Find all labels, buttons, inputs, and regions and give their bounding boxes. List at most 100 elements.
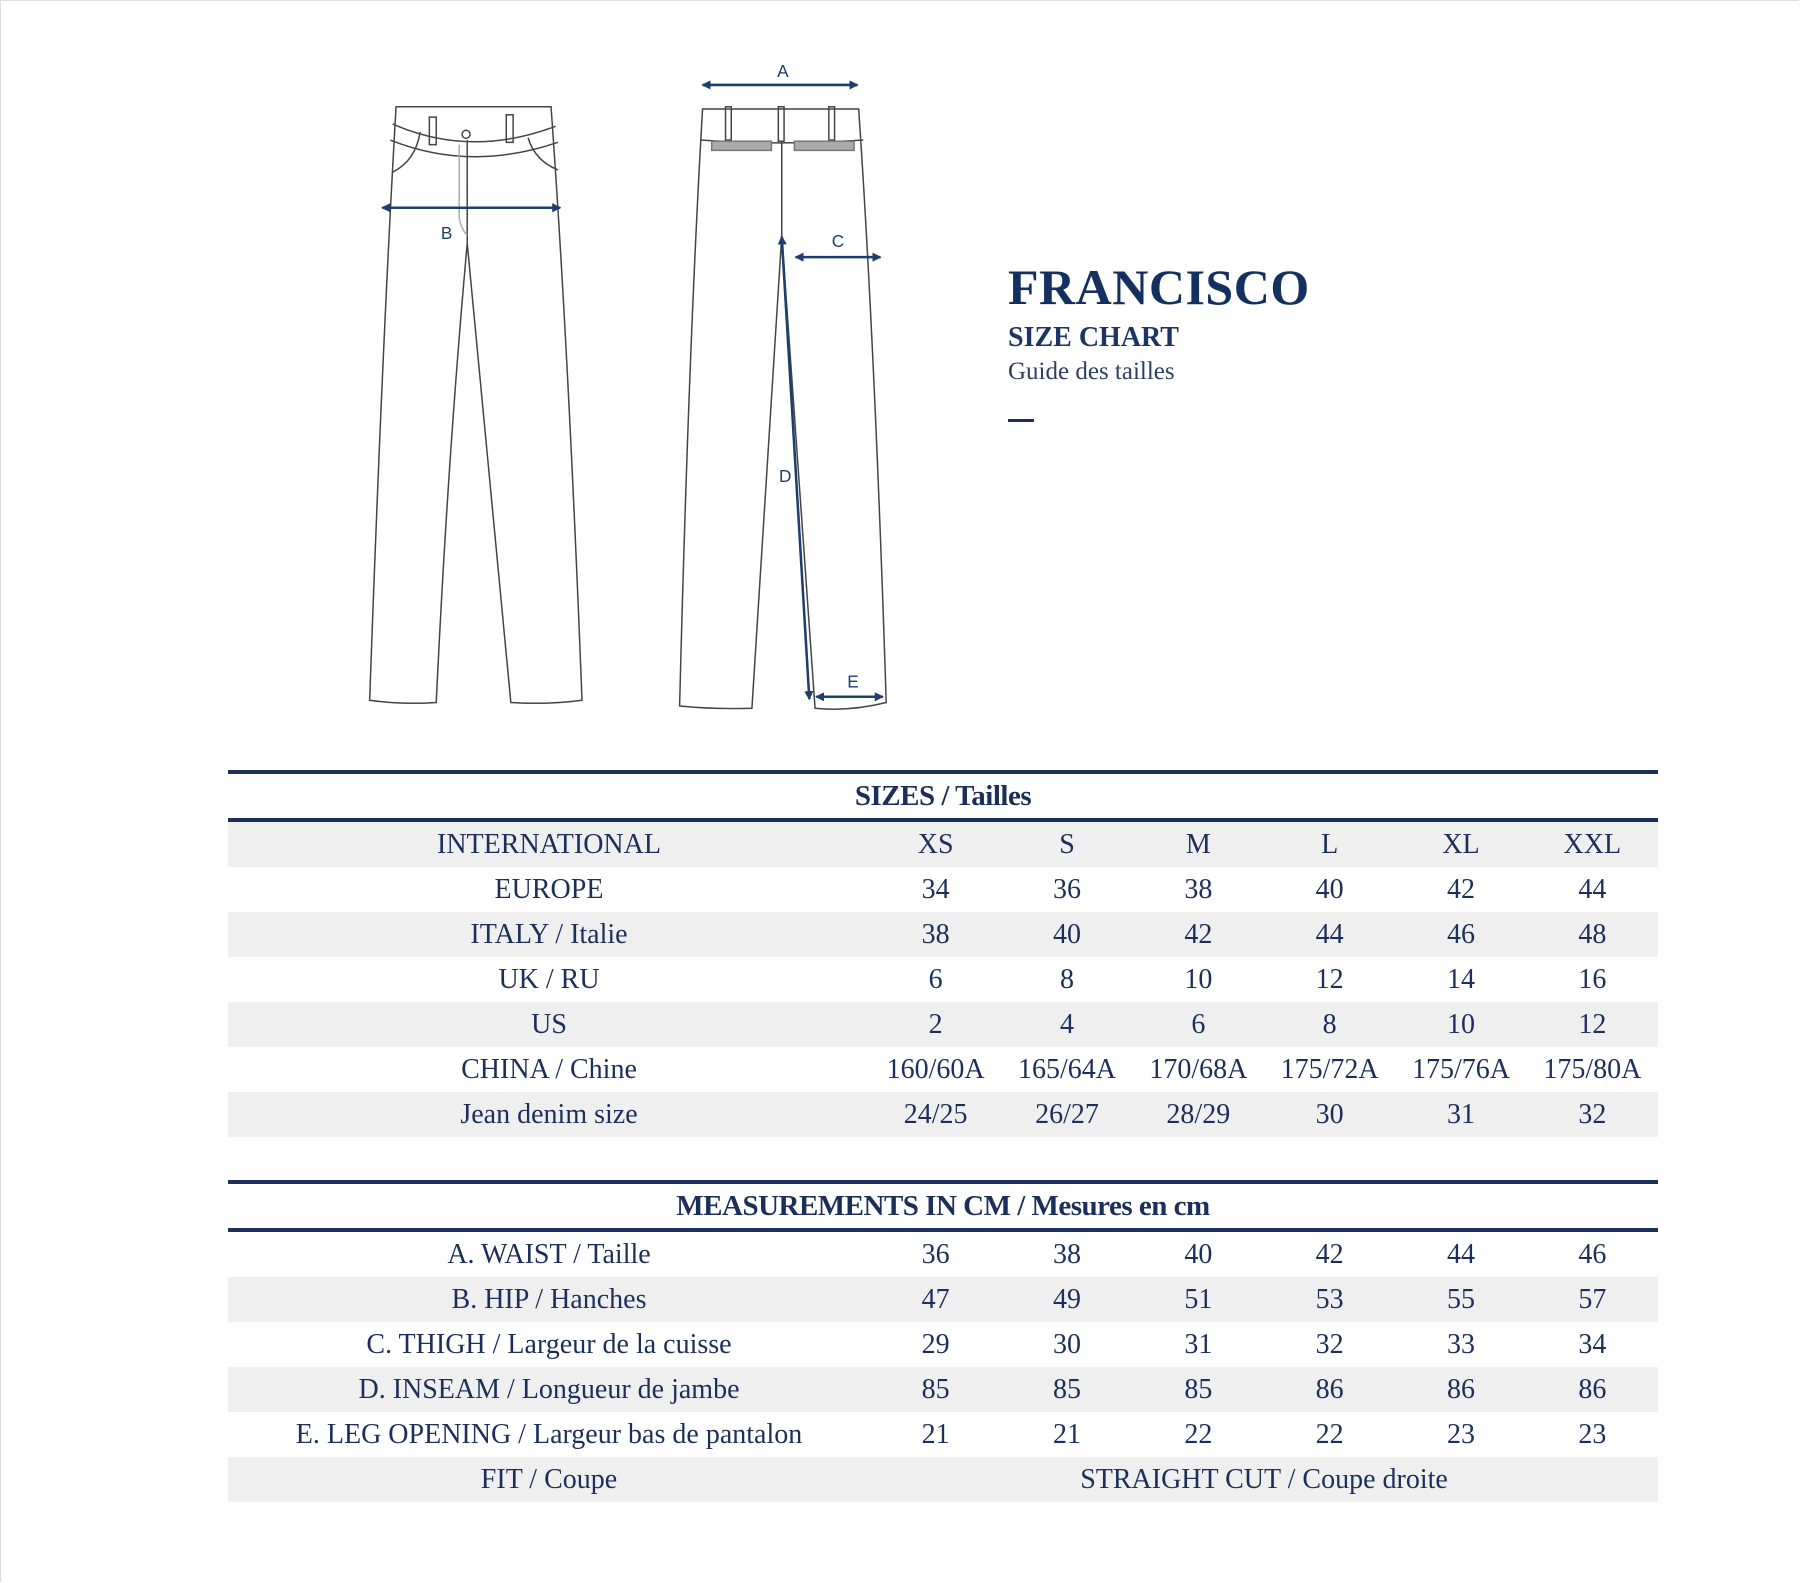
table-cell: 38 (870, 912, 1002, 957)
label-c: C (832, 231, 844, 251)
table-cell: 36 (921, 1238, 950, 1270)
table-cell: 86 (1263, 1367, 1396, 1412)
table-cell: L (1263, 820, 1396, 867)
table-cell: 31 (1184, 1328, 1213, 1360)
table-cell: 34 (1578, 1328, 1607, 1360)
table-cell: 34 (921, 873, 950, 905)
table-cell: 85 (870, 1367, 1002, 1412)
table-cell: 165/64A (1017, 1053, 1116, 1085)
table-cell: 12 (1526, 1002, 1658, 1047)
table-row: E. LEG OPENING / Largeur bas de pantalon… (228, 1412, 1658, 1457)
table-cell: 6 (1132, 1002, 1264, 1047)
divider (1008, 419, 1034, 422)
back-pants-drawing (678, 106, 887, 710)
table-cell: 57 (1526, 1277, 1658, 1322)
table-row: INTERNATIONAL XS S M L XL XXL (228, 820, 1658, 867)
table-cell: XXL (1526, 820, 1658, 867)
table-row: B. HIP / Hanches 47 49 51 53 55 57 (228, 1277, 1658, 1322)
table-cell: 22 (1315, 1418, 1344, 1450)
table-cell: 23 (1578, 1418, 1607, 1450)
table-cell: 12 (1315, 963, 1344, 995)
table-cell: 47 (870, 1277, 1002, 1322)
table-cell: 4 (1001, 1002, 1133, 1047)
row-label: EUROPE (494, 873, 604, 905)
table-cell: 8 (1059, 963, 1074, 995)
table-cell: 86 (1526, 1367, 1658, 1412)
table-cell: 46 (1395, 912, 1527, 957)
table-cell: 42 (1132, 912, 1264, 957)
table-cell: 10 (1184, 963, 1213, 995)
label-e: E (847, 672, 858, 692)
table-cell: 30 (1263, 1092, 1396, 1137)
table-cell: 42 (1315, 1238, 1344, 1270)
table-cell: M (1132, 820, 1264, 867)
table-cell: 175/72A (1280, 1053, 1379, 1085)
table-cell: 10 (1395, 1002, 1527, 1047)
table-cell: 85 (1001, 1367, 1133, 1412)
table-cell: 32 (1315, 1328, 1344, 1360)
row-label: UK / RU (498, 963, 600, 995)
table-cell: 40 (1315, 873, 1344, 905)
label-d: D (779, 466, 791, 486)
table-row: CHINA / Chine 160/60A 165/64A 170/68A 175/72… (228, 1047, 1658, 1092)
table-cell: 28/29 (1132, 1092, 1264, 1137)
table-cell: 175/76A (1411, 1053, 1510, 1085)
row-label: INTERNATIONAL (228, 820, 870, 867)
sizes-heading: SIZES / Tailles (228, 770, 1658, 822)
row-label: ITALY / Italie (228, 912, 870, 957)
row-label: CHINA / Chine (461, 1053, 637, 1085)
table-cell: 26/27 (1001, 1092, 1133, 1137)
table-cell: 44 (1446, 1238, 1475, 1270)
table-row: Jean denim size 24/25 26/27 28/29 30 31 32 (228, 1092, 1658, 1137)
size-guide-subheading: Guide des tailles (1008, 358, 1175, 385)
table-cell: 38 (1052, 1238, 1081, 1270)
table-cell: 53 (1263, 1277, 1396, 1322)
table-cell: 49 (1001, 1277, 1133, 1322)
table-cell: 44 (1263, 912, 1396, 957)
table-cell: 42 (1446, 873, 1475, 905)
product-title: FRANCISCO (1008, 259, 1310, 315)
table-cell: 40 (1001, 912, 1133, 957)
row-label: US (228, 1002, 870, 1047)
table-cell: 46 (1578, 1238, 1607, 1270)
table-cell: 2 (870, 1002, 1002, 1047)
table-cell: 40 (1184, 1238, 1213, 1270)
row-label: B. HIP / Hanches (228, 1277, 870, 1322)
measurements-table: MEASUREMENTS IN CM / Mesures en cm A. WA… (228, 1180, 1658, 1502)
table-cell: XL (1395, 820, 1527, 867)
fit-value: STRAIGHT CUT / Coupe droite (870, 1457, 1658, 1502)
fit-row: FIT / Coupe STRAIGHT CUT / Coupe droite (228, 1457, 1658, 1502)
table-cell: 31 (1395, 1092, 1527, 1137)
size-chart-heading: SIZE CHART (1008, 322, 1179, 353)
front-pants-drawing (368, 106, 583, 705)
row-label: FIT / Coupe (228, 1457, 870, 1502)
table-cell: 21 (921, 1418, 950, 1450)
table-cell: 160/60A (886, 1053, 985, 1085)
table-cell: 33 (1446, 1328, 1475, 1360)
arrow-d (777, 235, 814, 701)
table-cell: 23 (1446, 1418, 1475, 1450)
row-label: Jean denim size (228, 1092, 870, 1137)
table-cell: 29 (921, 1328, 950, 1360)
table-cell: 30 (1052, 1328, 1081, 1360)
table-row: UK / RU 6 8 10 12 14 16 (228, 957, 1658, 1002)
table-cell: 48 (1526, 912, 1658, 957)
table-row: US 2 4 6 8 10 12 (228, 1002, 1658, 1047)
label-b: B (441, 223, 452, 243)
table-cell: 32 (1526, 1092, 1658, 1137)
table-cell: 51 (1132, 1277, 1264, 1322)
table-cell: 55 (1395, 1277, 1527, 1322)
table-cell: 6 (928, 963, 943, 995)
table-cell: 14 (1446, 963, 1475, 995)
row-label: D. INSEAM / Longueur de jambe (228, 1367, 870, 1412)
table-cell: 8 (1263, 1002, 1396, 1047)
measurement-arrows (381, 80, 884, 702)
table-cell: 170/68A (1149, 1053, 1248, 1085)
table-row: D. INSEAM / Longueur de jambe 85 85 85 86 86 8… (228, 1367, 1658, 1412)
sizes-table: SIZES / Tailles INTERNATIONAL XS S M L XL XXL E… (228, 770, 1658, 1137)
row-label: E. LEG OPENING / Largeur bas de pantalon (295, 1418, 803, 1450)
label-a: A (777, 61, 789, 81)
measurements-heading: MEASUREMENTS IN CM / Mesures en cm (228, 1180, 1658, 1232)
row-label: C. THIGH / Largeur de la cuisse (366, 1328, 732, 1360)
